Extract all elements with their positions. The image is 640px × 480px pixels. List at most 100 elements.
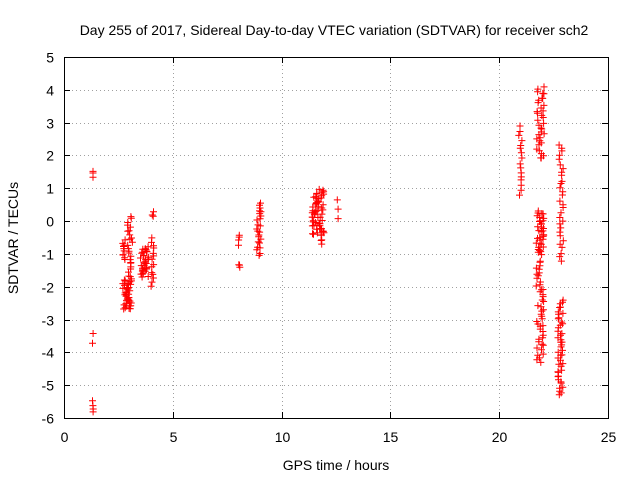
- data-point: [119, 251, 127, 259]
- data-point: [559, 201, 567, 209]
- y-tick-label: -5: [42, 378, 55, 394]
- data-point: [559, 309, 567, 317]
- data-point: [558, 351, 566, 359]
- y-tick-label: -4: [42, 345, 55, 361]
- y-tick-label: 1: [46, 181, 54, 197]
- data-point: [150, 208, 157, 216]
- data-point: [126, 256, 134, 264]
- data-point: [540, 119, 548, 127]
- data-point: [149, 270, 157, 278]
- tick-marks: [64, 57, 609, 419]
- data-point: [536, 246, 543, 254]
- chart-title: Day 255 of 2017, Sidereal Day-to-day VTE…: [80, 22, 589, 38]
- data-point: [559, 383, 567, 391]
- data-point: [540, 101, 548, 109]
- data-point: [556, 184, 564, 192]
- data-point: [537, 240, 545, 248]
- data-point: [558, 330, 566, 338]
- data-point: [539, 322, 547, 330]
- data-point: [534, 85, 542, 93]
- data-point: [310, 222, 318, 229]
- y-tick-label: -6: [42, 411, 55, 427]
- data-point: [319, 228, 327, 235]
- data-point: [554, 348, 562, 356]
- data-point: [148, 278, 156, 286]
- data-point: [537, 310, 545, 318]
- data-point: [516, 160, 524, 168]
- data-point: [128, 234, 135, 242]
- data-point: [148, 234, 156, 242]
- data-point: [558, 318, 566, 326]
- tick-labels: 0 5 10 15 20 25 -6 -5 -4 -3 -2 -1 0 1 2 3 4 5: [42, 50, 617, 446]
- grid: [64, 57, 608, 418]
- data-point: [257, 199, 264, 207]
- data-point: [89, 397, 96, 405]
- data-point: [533, 344, 541, 352]
- data-point: [539, 89, 547, 97]
- data-point: [126, 231, 134, 239]
- data-point: [537, 358, 545, 366]
- data-point: [538, 346, 545, 354]
- data-point: [538, 125, 546, 133]
- data-point: [534, 272, 542, 280]
- data-point: [536, 234, 544, 242]
- data-point: [313, 229, 321, 237]
- data-point: [319, 186, 327, 194]
- data-point: [517, 149, 525, 157]
- data-point: [556, 253, 564, 261]
- data-point: [559, 320, 567, 328]
- y-tick-label: -2: [42, 280, 55, 296]
- y-tick-label: 3: [46, 116, 54, 132]
- data-point: [558, 177, 566, 185]
- data-point: [559, 217, 567, 225]
- data-point: [125, 227, 133, 235]
- data-point: [559, 296, 567, 304]
- data-point: [558, 168, 566, 176]
- data-point: [533, 145, 541, 153]
- plot-frame: [64, 57, 609, 419]
- data-point: [127, 259, 135, 266]
- data-point: [149, 274, 157, 282]
- data-point: [318, 204, 326, 212]
- data-point: [534, 302, 542, 310]
- x-tick-label: 25: [601, 429, 617, 445]
- data-point: [535, 121, 543, 129]
- data-point: [533, 108, 541, 116]
- data-point: [539, 341, 547, 349]
- data-point: [148, 255, 156, 263]
- data-point: [320, 188, 328, 196]
- data-point: [315, 185, 323, 193]
- data-point: [150, 261, 158, 269]
- data-point: [127, 213, 135, 221]
- data-point: [536, 278, 544, 286]
- data-point: [538, 296, 546, 304]
- data-point: [535, 335, 543, 343]
- data-point: [235, 231, 243, 239]
- data-point: [89, 330, 97, 337]
- data-point: [148, 211, 156, 219]
- data-point: [540, 83, 548, 91]
- data-point: [557, 224, 565, 232]
- data-point: [533, 135, 541, 143]
- data-point: [235, 236, 243, 244]
- y-tick-label: 5: [46, 50, 54, 66]
- data-point: [121, 289, 129, 297]
- x-tick-label: 0: [61, 429, 69, 445]
- data-point: [517, 142, 525, 149]
- data-point: [534, 116, 542, 124]
- data-point: [534, 351, 542, 359]
- x-tick-label: 5: [170, 429, 178, 445]
- data-point: [334, 215, 342, 223]
- y-tick-label: -1: [42, 247, 55, 263]
- data-point: [536, 257, 544, 265]
- data-point: [254, 243, 262, 251]
- data-point: [556, 240, 564, 248]
- y-tick-label: -3: [42, 313, 55, 329]
- data-point: [557, 257, 565, 265]
- data-point: [124, 241, 132, 249]
- data-point: [554, 308, 562, 316]
- data-point: [559, 188, 567, 196]
- data-point: [559, 346, 566, 354]
- data-point: [537, 303, 545, 311]
- data-point: [120, 276, 128, 284]
